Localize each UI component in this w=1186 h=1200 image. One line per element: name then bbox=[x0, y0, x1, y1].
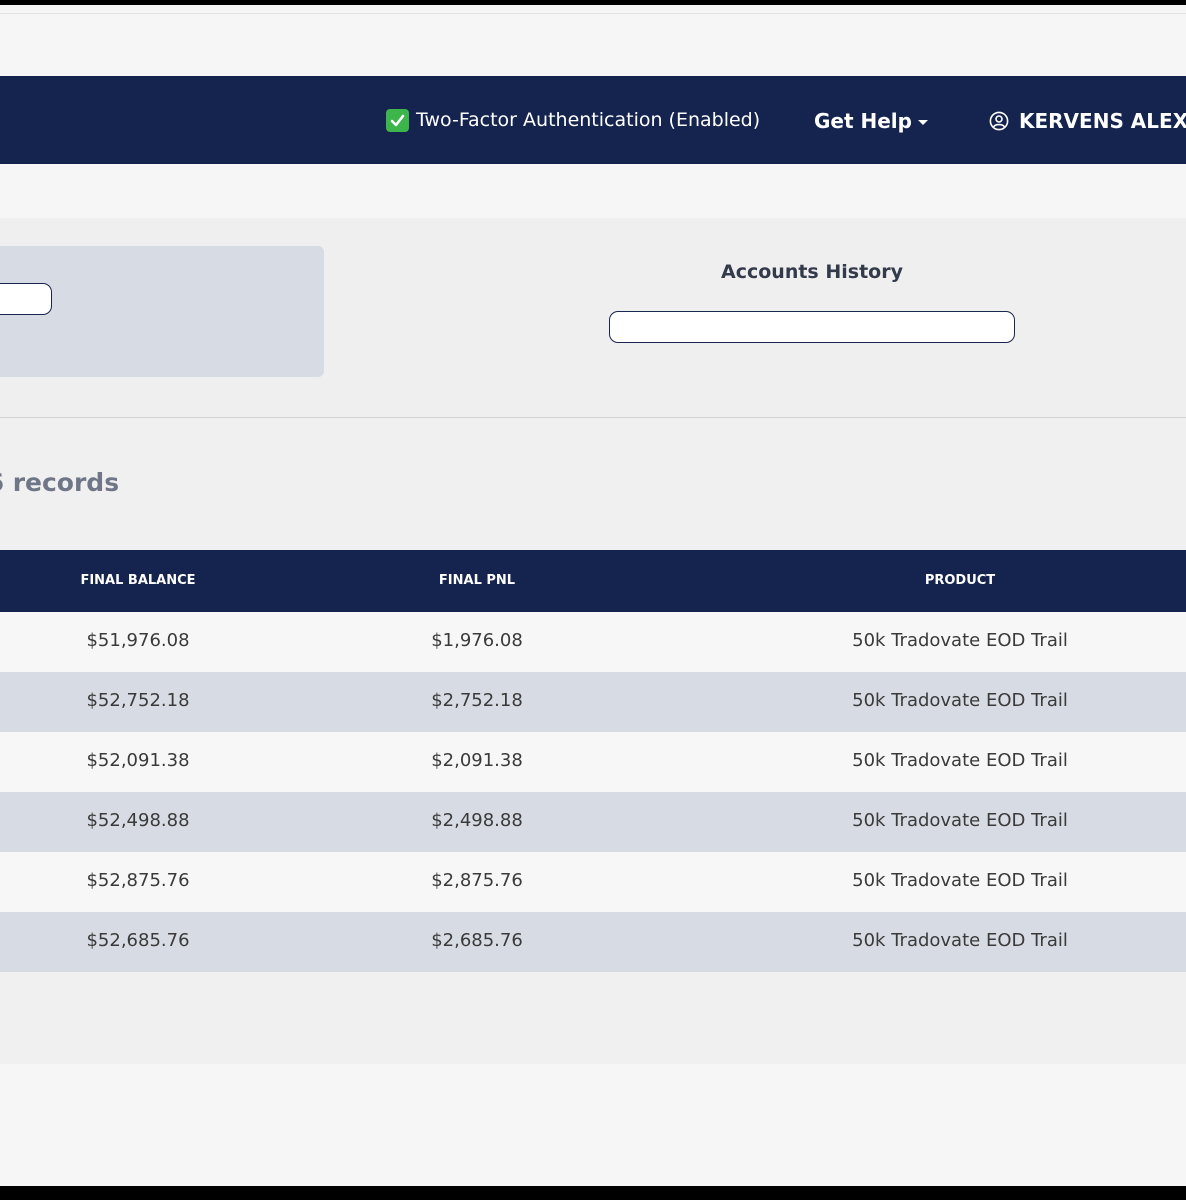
table-row[interactable]: $52,498.88 $2,498.88 50k Tradovate EOD T… bbox=[0, 792, 1186, 852]
final-balance-cell: $52,685.76 bbox=[86, 930, 190, 951]
top-navbar: Two-Factor Authentication (Enabled) Get … bbox=[0, 76, 1186, 164]
table-row[interactable]: $52,091.38 $2,091.38 50k Tradovate EOD T… bbox=[0, 732, 1186, 792]
product-cell: 50k Tradovate EOD Trail bbox=[852, 870, 1068, 891]
account-filter-input[interactable] bbox=[0, 283, 52, 315]
final-balance-cell: $52,498.88 bbox=[86, 810, 190, 831]
two-factor-label: Two-Factor Authentication (Enabled) bbox=[416, 109, 761, 131]
final-pnl-cell: $2,875.76 bbox=[431, 870, 523, 891]
product-cell: 50k Tradovate EOD Trail bbox=[852, 810, 1068, 831]
two-factor-status[interactable]: Two-Factor Authentication (Enabled) bbox=[386, 107, 760, 133]
accounts-table: FINAL BALANCE FINAL PNL PRODUCT $51,976.… bbox=[0, 550, 1186, 972]
final-balance-cell: $51,976.08 bbox=[86, 630, 190, 651]
product-cell: 50k Tradovate EOD Trail bbox=[852, 630, 1068, 651]
table-row[interactable]: $52,875.76 $2,875.76 50k Tradovate EOD T… bbox=[0, 852, 1186, 912]
accounts-history-title: Accounts History bbox=[721, 261, 903, 283]
records-area: g 6 records FINAL BALANCE FINAL PNL PROD… bbox=[0, 418, 1186, 1064]
app-window: Two-Factor Authentication (Enabled) Get … bbox=[0, 5, 1186, 1186]
user-circle-icon bbox=[989, 111, 1009, 131]
final-pnl-cell: $2,498.88 bbox=[431, 810, 523, 831]
final-pnl-cell: $2,091.38 bbox=[431, 750, 523, 771]
header-final-pnl[interactable]: FINAL PNL bbox=[438, 573, 516, 588]
user-menu[interactable]: KERVENS ALEXA bbox=[989, 107, 1186, 135]
get-help-label: Get Help bbox=[814, 109, 912, 133]
product-cell: 50k Tradovate EOD Trail bbox=[852, 750, 1068, 771]
product-cell: 50k Tradovate EOD Trail bbox=[852, 690, 1068, 711]
table-header: FINAL BALANCE FINAL PNL PRODUCT bbox=[0, 550, 1186, 612]
final-balance-cell: $52,875.76 bbox=[86, 870, 190, 891]
table-row[interactable]: $51,976.08 $1,976.08 50k Tradovate EOD T… bbox=[0, 612, 1186, 672]
get-help-dropdown[interactable]: Get Help bbox=[814, 107, 928, 135]
final-pnl-cell: $2,685.76 bbox=[431, 930, 523, 951]
user-name: KERVENS ALEXA bbox=[1019, 109, 1186, 133]
final-balance-cell: $52,752.18 bbox=[86, 690, 190, 711]
accounts-history-select[interactable] bbox=[609, 311, 1015, 343]
final-balance-cell: $52,091.38 bbox=[86, 750, 190, 771]
records-count-label: g 6 records bbox=[0, 468, 120, 497]
final-pnl-cell: $2,752.18 bbox=[431, 690, 523, 711]
header-final-balance[interactable]: FINAL BALANCE bbox=[80, 573, 196, 588]
table-row[interactable]: $52,685.76 $2,685.76 50k Tradovate EOD T… bbox=[0, 912, 1186, 972]
caret-down-icon bbox=[917, 119, 928, 125]
top-divider bbox=[0, 13, 1186, 14]
product-cell: 50k Tradovate EOD Trail bbox=[852, 930, 1068, 951]
final-pnl-cell: $1,976.08 bbox=[431, 630, 523, 651]
filter-card bbox=[0, 246, 324, 377]
filter-section: Accounts History bbox=[0, 218, 1186, 418]
table-row[interactable]: $52,752.18 $2,752.18 50k Tradovate EOD T… bbox=[0, 672, 1186, 732]
check-icon bbox=[386, 108, 409, 132]
header-product[interactable]: PRODUCT bbox=[924, 573, 996, 588]
